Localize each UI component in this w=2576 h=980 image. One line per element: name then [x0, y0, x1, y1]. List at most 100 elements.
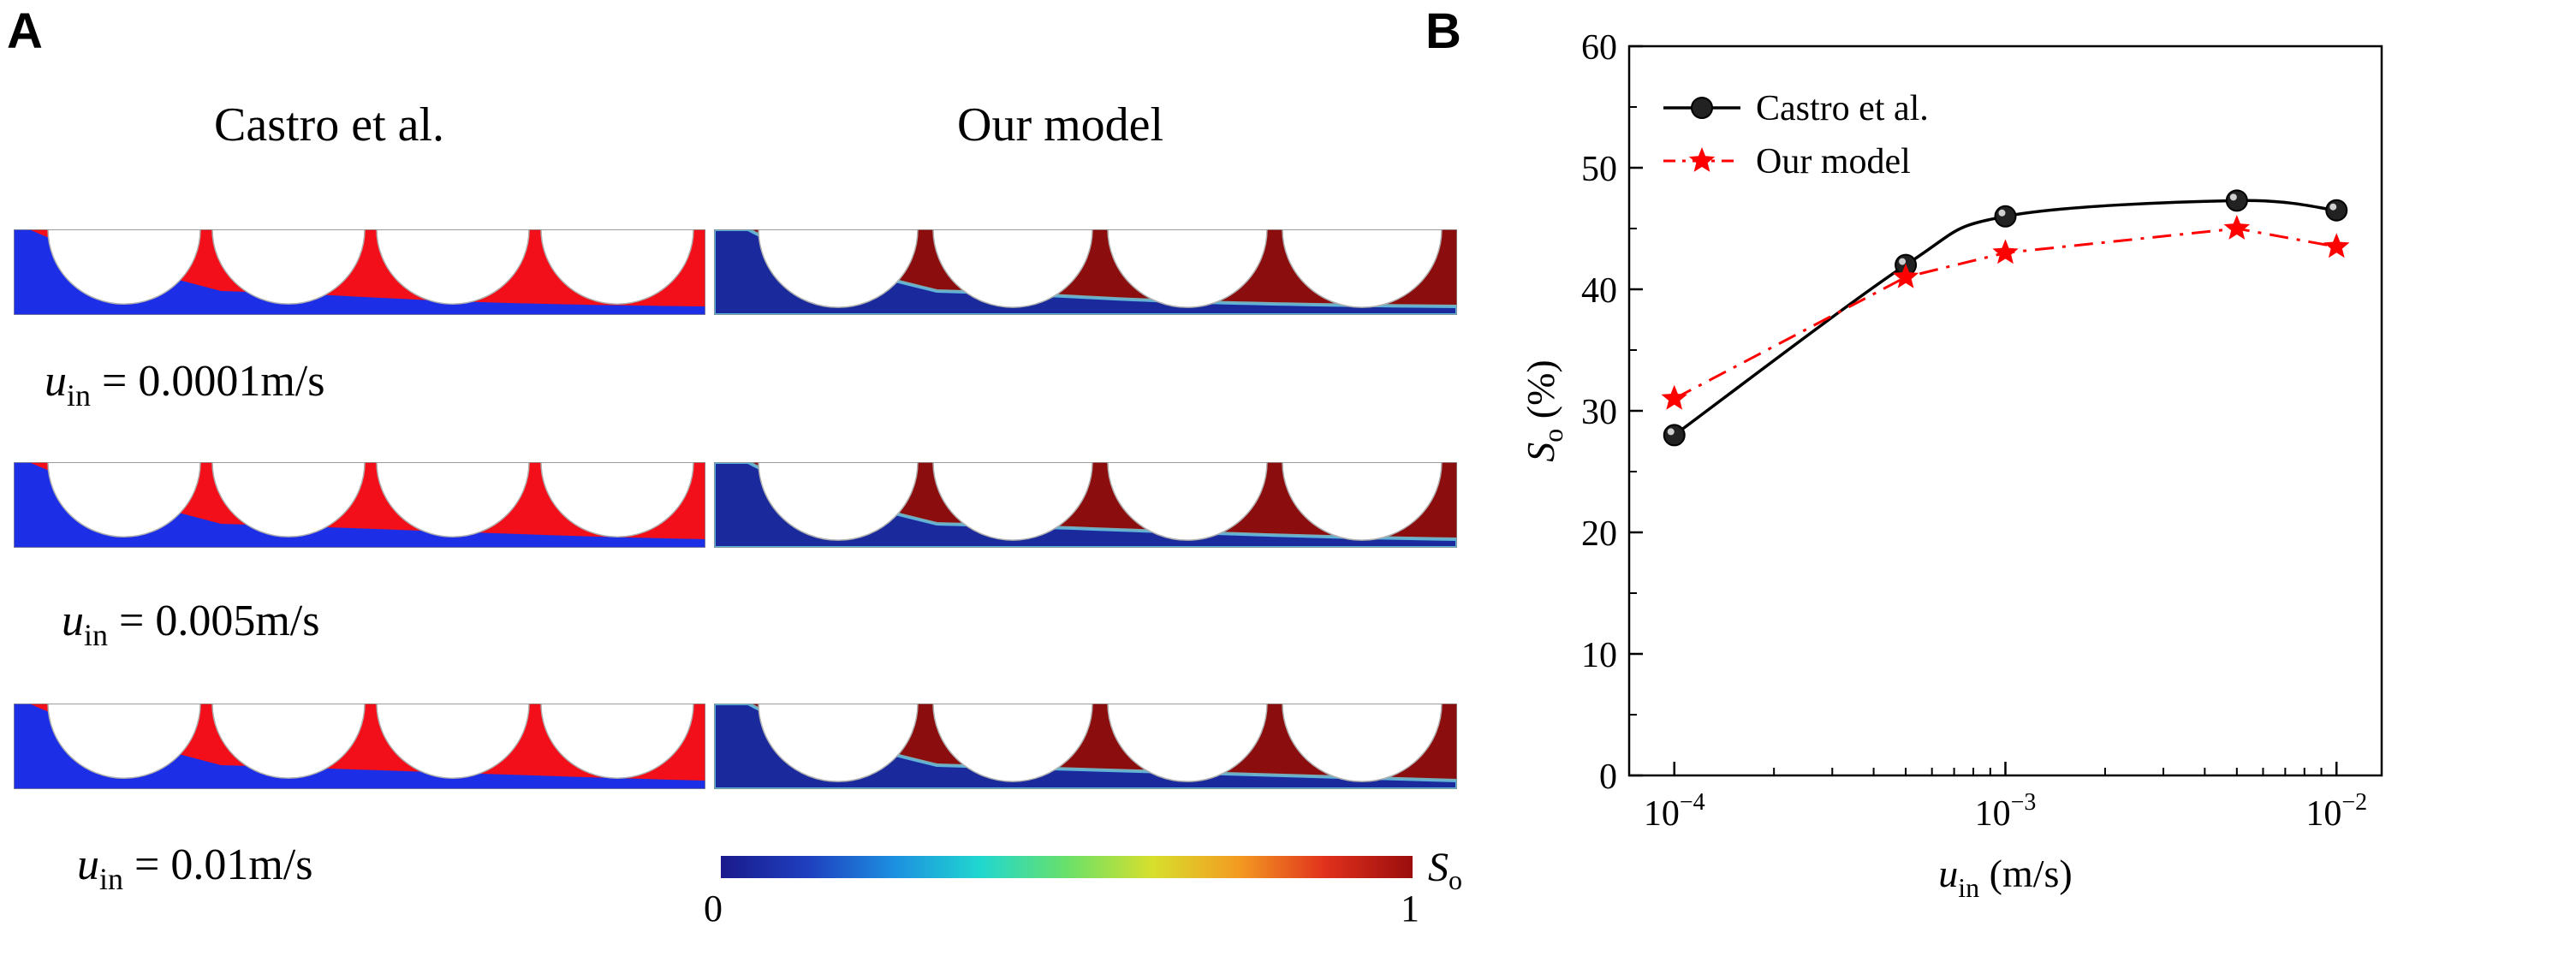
y-tick-label: 40 [1581, 271, 1617, 311]
colorbar-max-label: 1 [1401, 888, 1419, 930]
y-tick-label: 30 [1581, 393, 1617, 432]
y-label-var: S [1519, 442, 1562, 462]
our-model-point [1892, 263, 1919, 288]
castro-point-highlight [1998, 209, 2006, 217]
castro-point-highlight [1899, 258, 1907, 265]
grain [758, 704, 919, 782]
castro-point-highlight [1667, 428, 1675, 436]
model-sim-row-2 [714, 462, 1457, 548]
grain [47, 229, 201, 305]
grain [211, 462, 366, 538]
grain [376, 229, 530, 305]
castro-sim-row-2 [14, 462, 705, 548]
velocity-sub-1: in [67, 378, 92, 413]
castro-point-highlight [2229, 193, 2237, 201]
castro-point-highlight [2329, 203, 2337, 211]
grain [1107, 462, 1268, 541]
our-model-point [1661, 384, 1687, 410]
colorbar-var: S [1428, 845, 1449, 890]
x-tick-base: 10 [1644, 794, 1680, 834]
velocity-var-2: u [62, 597, 84, 645]
plot-frame [1627, 45, 2383, 777]
series-line-castro [1673, 199, 2337, 437]
castro-point [2225, 189, 2248, 212]
grain [1107, 704, 1268, 782]
colorbar-min-label: 0 [704, 888, 723, 930]
castro-point [2325, 199, 2348, 222]
legend-marker-our-model [1688, 147, 1716, 172]
series-lines [1673, 199, 2337, 437]
y-tick-label: 0 [1599, 757, 1617, 797]
grain [47, 462, 201, 538]
grain [540, 462, 694, 538]
x-tick-exp: −3 [2011, 789, 2037, 816]
grain [211, 704, 366, 779]
water-phase [714, 462, 1457, 548]
x-tick-label: 10−2 [2305, 789, 2367, 834]
x-tick-base: 10 [2305, 794, 2341, 834]
our-model-point [1992, 239, 2019, 264]
water-phase [14, 704, 705, 789]
colorbar [721, 856, 1413, 878]
x-axis: 10−4 10−3 10−2 [1644, 762, 2367, 834]
water-phase [714, 704, 1457, 789]
our-model-point [2223, 215, 2251, 240]
water-phase [14, 229, 705, 315]
grain [758, 229, 919, 308]
grain [932, 462, 1093, 541]
velocity-value-2: = 0.005m/s [108, 597, 320, 645]
x-label-var: u [1938, 852, 1958, 895]
legend-label: Our model [1756, 142, 1911, 181]
grain [932, 229, 1093, 308]
velocity-var-1: u [45, 357, 67, 406]
x-tick-label: 10−4 [1644, 789, 1705, 834]
velocity-value-1: = 0.0001m/s [91, 357, 325, 406]
y-tick-label: 50 [1581, 150, 1617, 189]
legend-marker-castro [1691, 97, 1713, 119]
grain [758, 462, 919, 541]
colorbar-title: So [1428, 847, 1462, 894]
grain [1282, 704, 1443, 782]
castro-point [1663, 424, 1686, 447]
model-sim-row-1 [714, 229, 1457, 315]
grain [540, 704, 694, 779]
y-label-unit: (%) [1519, 359, 1562, 428]
velocity-sub-2: in [84, 618, 109, 652]
water-phase [714, 229, 1457, 315]
y-label-sub: o [1538, 429, 1568, 442]
grain [47, 704, 201, 779]
velocity-label-3: uin = 0.01m/s [77, 840, 312, 896]
grain [211, 229, 366, 305]
panel-b-letter: B [1425, 3, 1461, 59]
velocity-var-3: u [77, 840, 99, 889]
castro-column-title: Castro et al. [214, 98, 445, 151]
y-tick-label: 10 [1581, 636, 1617, 675]
x-tick-exp: −2 [2341, 789, 2367, 816]
velocity-sub-3: in [99, 862, 124, 896]
legend-label: Castro et al. [1756, 89, 1929, 128]
series-markers [1661, 189, 2350, 447]
x-tick-base: 10 [1975, 794, 2011, 834]
y-tick-label: 60 [1581, 34, 1617, 68]
grain [540, 229, 694, 305]
y-tick-label: 20 [1581, 514, 1617, 554]
x-tick-label: 10−3 [1975, 789, 2037, 834]
grain [932, 704, 1093, 782]
castro-point [1994, 205, 2017, 228]
castro-sim-row-1 [14, 229, 705, 315]
velocity-label-1: uin = 0.0001m/s [45, 357, 325, 413]
legend: Castro et al. Our model [1663, 89, 1929, 181]
grain [1282, 462, 1443, 541]
our-model-column-title: Our model [957, 98, 1164, 151]
grain [1107, 229, 1268, 308]
panel-a-letter: A [7, 3, 43, 59]
our-model-point [2323, 233, 2350, 258]
grain [376, 462, 530, 538]
velocity-label-2: uin = 0.005m/s [62, 597, 320, 652]
castro-sim-row-3 [14, 704, 705, 789]
y-axis: 0 10 20 30 40 50 60 [1581, 34, 1643, 797]
x-label-sub: in [1958, 872, 1979, 903]
y-axis-label: So (%) [1519, 359, 1568, 461]
x-axis-label: uin (m/s) [1938, 852, 2073, 903]
